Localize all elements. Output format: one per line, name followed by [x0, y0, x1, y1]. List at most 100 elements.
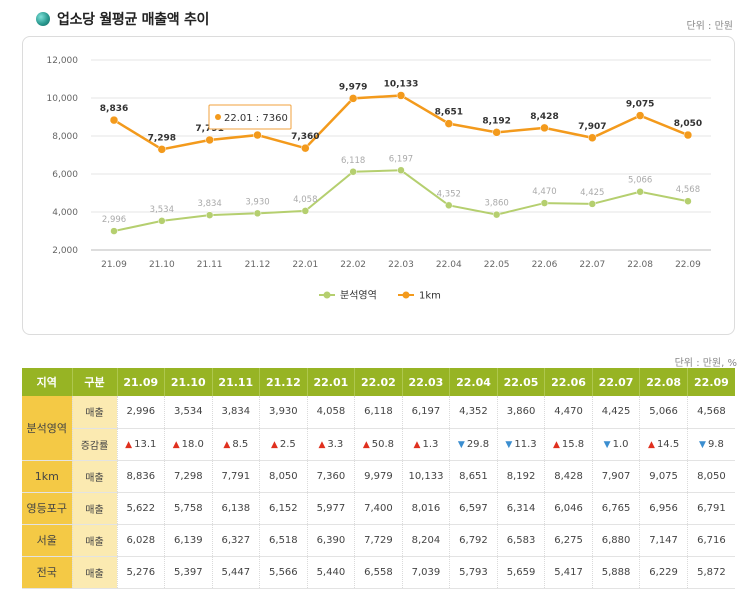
value-cell: 7,791	[212, 460, 261, 493]
data-point	[684, 197, 692, 205]
data-point	[348, 94, 358, 103]
arrow-down-icon: ▼	[603, 439, 611, 450]
value-cell: 6,558	[354, 556, 403, 589]
table-row: 증감률 ▲ 13.1 ▲ 18.0 ▲ 8.5 ▲ 2.5 ▲ 3.3 ▲ 50.8 ▲ 1.3 ▼ 29.8 ▼…	[22, 428, 735, 461]
growth-cell: ▲ 14.5	[639, 428, 688, 461]
value-cell: 6,518	[259, 524, 308, 557]
value-cell: 6,791	[687, 492, 735, 525]
header-month: 21.12	[259, 368, 308, 396]
value-cell: 7,400	[354, 492, 403, 525]
value-cell: 3,834	[212, 396, 261, 429]
data-label: 8,428	[530, 112, 558, 122]
data-label: 4,425	[580, 188, 604, 198]
region-cell: 1km	[22, 460, 73, 493]
value-cell: 4,568	[687, 396, 735, 429]
page-title: 업소당 월평균 매출액 추이	[57, 12, 210, 28]
header-month: 22.03	[402, 368, 451, 396]
header-kind: 구분	[72, 368, 118, 396]
legend-label: 분석영역	[340, 290, 377, 302]
value-cell: 4,470	[544, 396, 593, 429]
data-point	[205, 135, 214, 145]
data-point	[683, 130, 693, 140]
data-point	[492, 128, 501, 137]
data-label: 8,836	[100, 104, 128, 114]
value-cell: 7,729	[354, 524, 403, 557]
growth-cell: ▲ 50.8	[354, 428, 403, 461]
data-label: 2,996	[102, 215, 126, 225]
y-tick-label: 4,000	[52, 208, 78, 218]
legend-swatch-dot	[323, 291, 331, 299]
data-label: 8,651	[435, 108, 463, 118]
value-cell: 6,792	[449, 524, 498, 557]
value-cell: 8,836	[117, 460, 166, 493]
arrow-up-icon: ▲	[172, 439, 180, 450]
value-cell: 3,930	[259, 396, 308, 429]
x-tick-label: 22.04	[436, 260, 462, 270]
data-label: 4,058	[293, 195, 317, 205]
header-month: 22.01	[307, 368, 356, 396]
value-cell: 5,417	[544, 556, 593, 589]
value-cell: 3,860	[497, 396, 546, 429]
value-cell: 5,566	[259, 556, 308, 589]
value-cell: 4,352	[449, 396, 498, 429]
header-month: 22.05	[497, 368, 546, 396]
arrow-up-icon: ▲	[362, 439, 370, 450]
data-label: 4,352	[437, 189, 461, 199]
data-point	[492, 210, 501, 219]
growth-cell: ▼ 29.8	[449, 428, 498, 461]
arrow-up-icon: ▲	[648, 439, 655, 450]
x-tick-label: 22.05	[484, 260, 510, 270]
y-tick-label: 12,000	[47, 56, 79, 66]
value-cell: 8,651	[449, 460, 498, 493]
y-tick-label: 10,000	[47, 94, 79, 104]
growth-cell: ▼ 9.8	[687, 428, 735, 461]
x-tick-label: 22.03	[388, 260, 414, 270]
x-tick-label: 22.06	[532, 260, 558, 270]
data-label: 6,118	[341, 156, 365, 166]
arrow-down-icon: ▼	[457, 439, 465, 450]
value-cell: 6,139	[164, 524, 213, 557]
data-point	[349, 168, 357, 176]
header-month: 21.09	[117, 368, 166, 396]
value-cell: 6,583	[497, 524, 546, 557]
data-point	[397, 166, 405, 175]
legend-label: 1km	[419, 291, 441, 302]
kind-cell: 매출	[72, 492, 118, 525]
y-tick-label: 2,000	[52, 246, 78, 256]
value-cell: 4,425	[592, 396, 641, 429]
x-tick-label: 21.11	[197, 260, 223, 270]
data-label: 9,979	[339, 82, 367, 92]
region-cell: 서울	[22, 524, 73, 557]
value-cell: 9,075	[639, 460, 688, 493]
value-cell: 7,360	[307, 460, 356, 493]
line-chart: 2,000 4,000 6,000 8,000 10,000 12,000 21.09 21.…	[47, 56, 711, 302]
data-label: 7,360	[291, 132, 319, 142]
value-cell: 5,793	[449, 556, 498, 589]
table-header-row: 지역 구분 21.09 21.10 21.11 21.12 22.01 22.02 22.03 2…	[22, 368, 735, 396]
table-row: 영등포구 매출 5,622 5,758 6,138 6,152 5,977 7,400 8,01…	[22, 492, 735, 525]
value-cell: 5,622	[117, 492, 166, 525]
value-cell: 6,028	[117, 524, 166, 557]
title-row: 업소당 월평균 매출액 추이	[36, 8, 209, 30]
tooltip-text: 22.01 : 7360	[224, 113, 288, 124]
kind-cell: 증감률	[72, 428, 118, 461]
data-label: 4,568	[676, 185, 700, 195]
value-cell: 5,872	[687, 556, 735, 589]
x-tick-label: 21.09	[101, 260, 127, 270]
growth-cell: ▲ 15.8	[544, 428, 593, 461]
data-point	[109, 115, 119, 125]
data-label: 3,930	[245, 197, 269, 207]
x-tick-label: 22.01	[292, 260, 318, 270]
data-point	[635, 111, 645, 120]
arrow-up-icon: ▲	[125, 439, 133, 450]
value-cell: 6,046	[544, 492, 593, 525]
region-cell: 분석영역	[22, 396, 73, 461]
data-point	[396, 91, 406, 100]
x-tick-label: 22.07	[579, 260, 605, 270]
growth-cell: ▲ 18.0	[164, 428, 213, 461]
value-cell: 7,298	[164, 460, 213, 493]
value-cell: 5,447	[212, 556, 261, 589]
data-table: 지역 구분 21.09 21.10 21.11 21.12 22.01 22.02 22.03 2…	[22, 368, 735, 589]
y-tick-label: 8,000	[52, 132, 78, 142]
data-label: 3,534	[150, 205, 174, 215]
